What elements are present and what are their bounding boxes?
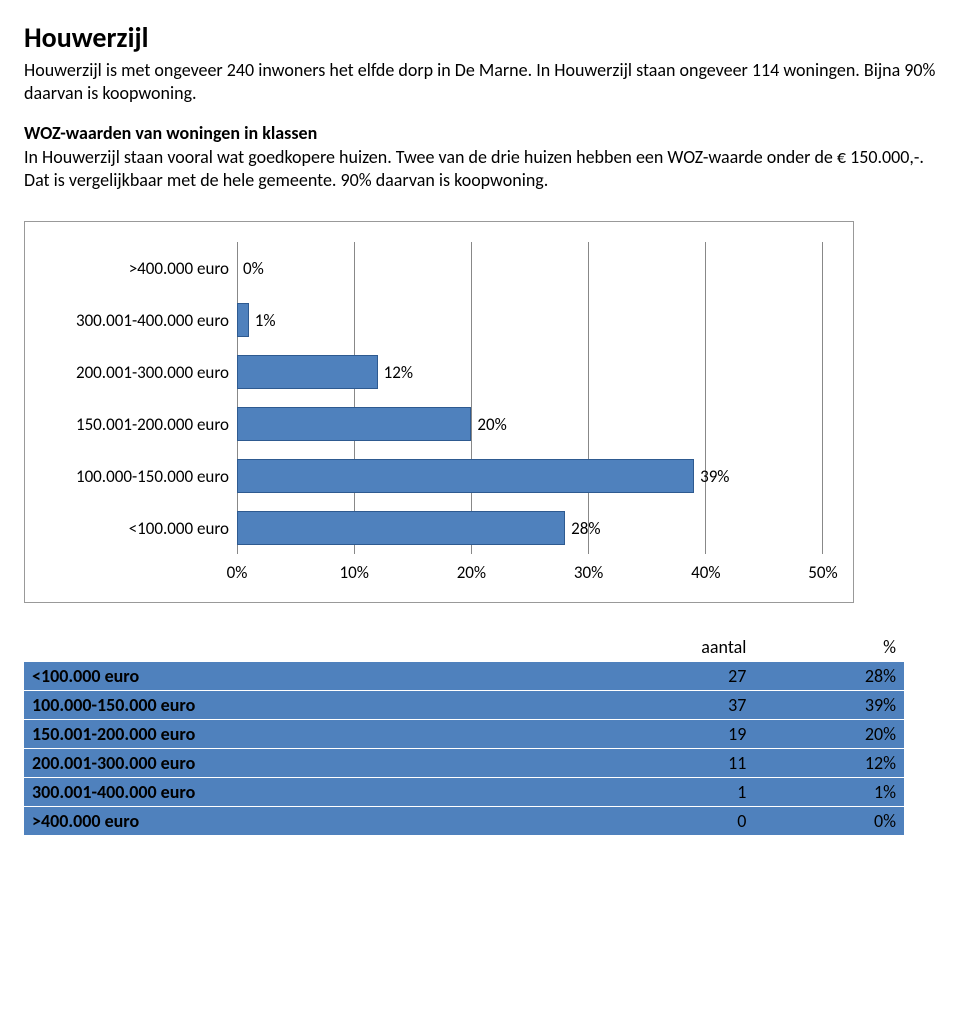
table-cell: 12%	[754, 749, 904, 778]
woz-bar-chart: >400.000 euro 300.001-400.000 euro 200.0…	[24, 221, 854, 603]
axis-tick: 50%	[808, 562, 837, 583]
chart-bar-value: 1%	[255, 310, 276, 331]
chart-bar	[237, 355, 378, 389]
chart-category-label: 300.001-400.000 euro	[37, 294, 237, 346]
table-cell: 1%	[754, 778, 904, 807]
table-cell: 20%	[754, 720, 904, 749]
table-cell: 11	[605, 749, 755, 778]
chart-bar	[237, 303, 249, 337]
axis-tick: 0%	[227, 562, 248, 583]
chart-bar-value: 28%	[571, 518, 600, 539]
table-cell: 300.001-400.000 euro	[24, 778, 605, 807]
chart-bar-value: 12%	[384, 362, 413, 383]
axis-tick: 40%	[691, 562, 720, 583]
table-cell: 28%	[754, 662, 904, 691]
chart-y-labels: >400.000 euro 300.001-400.000 euro 200.0…	[37, 242, 237, 554]
table-cell: 100.000-150.000 euro	[24, 691, 605, 720]
chart-category-label: >400.000 euro	[37, 242, 237, 294]
table-cell: <100.000 euro	[24, 662, 605, 691]
page-title: Houwerzijl	[24, 20, 936, 55]
table-row: >400.000 euro 0 0%	[24, 807, 904, 836]
chart-bar	[237, 511, 565, 545]
chart-bar-value: 20%	[477, 414, 506, 435]
table-cell: 27	[605, 662, 755, 691]
chart-bar-value: 39%	[700, 466, 729, 487]
section-body: In Houwerzijl staan vooral wat goedkoper…	[24, 146, 936, 191]
woz-data-table: aantal % <100.000 euro 27 28% 100.000-15…	[24, 633, 904, 835]
table-cell: 1	[605, 778, 755, 807]
chart-category-label: 150.001-200.000 euro	[37, 398, 237, 450]
chart-bar	[237, 459, 694, 493]
table-row: <100.000 euro 27 28%	[24, 662, 904, 691]
intro-paragraph: Houwerzijl is met ongeveer 240 inwoners …	[24, 59, 936, 104]
table-cell: 37	[605, 691, 755, 720]
table-row: 150.001-200.000 euro 19 20%	[24, 720, 904, 749]
chart-category-label: <100.000 euro	[37, 502, 237, 554]
table-row: 300.001-400.000 euro 1 1%	[24, 778, 904, 807]
chart-category-label: 200.001-300.000 euro	[37, 346, 237, 398]
table-header: %	[754, 633, 904, 662]
table-cell: 19	[605, 720, 755, 749]
table-cell: >400.000 euro	[24, 807, 605, 836]
section-heading: WOZ-waarden van woningen in klassen	[24, 122, 936, 144]
chart-category-label: 100.000-150.000 euro	[37, 450, 237, 502]
table-row: 100.000-150.000 euro 37 39%	[24, 691, 904, 720]
axis-tick: 10%	[339, 562, 368, 583]
table-cell: 39%	[754, 691, 904, 720]
axis-tick: 20%	[457, 562, 486, 583]
table-header	[24, 633, 605, 662]
table-cell: 0%	[754, 807, 904, 836]
chart-bar	[237, 407, 471, 441]
chart-x-axis: 0% 10% 20% 30% 40% 50%	[37, 562, 823, 582]
chart-bar-value: 0%	[243, 258, 264, 279]
table-cell: 200.001-300.000 euro	[24, 749, 605, 778]
table-cell: 150.001-200.000 euro	[24, 720, 605, 749]
table-header: aantal	[605, 633, 755, 662]
table-row: 200.001-300.000 euro 11 12%	[24, 749, 904, 778]
table-cell: 0	[605, 807, 755, 836]
axis-tick: 30%	[574, 562, 603, 583]
